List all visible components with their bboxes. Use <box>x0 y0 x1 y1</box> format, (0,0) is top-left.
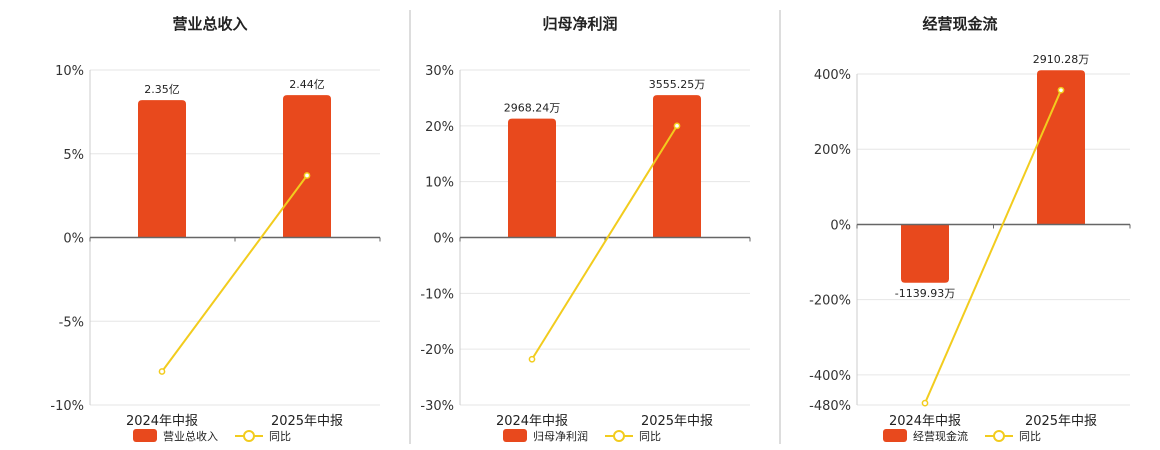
yoy-point <box>673 122 681 130</box>
yoy-point <box>921 399 929 407</box>
x-category-label: 2024年中报 <box>496 414 568 429</box>
legend-line-label: 同比 <box>269 430 291 443</box>
yoy-line <box>924 89 1062 404</box>
y-tick-label: 400% <box>814 68 851 83</box>
y-tick-label: -5% <box>59 315 84 330</box>
legend-bar-label: 经营现金流 <box>913 429 968 443</box>
yoy-point <box>528 355 536 363</box>
legend-line-marker <box>613 430 625 442</box>
legend-line-label: 同比 <box>639 430 661 443</box>
y-tick-label: 20% <box>425 120 454 135</box>
y-tick-label: -10% <box>50 399 84 414</box>
bar-value-label: -1139.93万 <box>895 287 955 300</box>
y-tick-label: -400% <box>809 369 851 384</box>
y-tick-label: 5% <box>63 148 84 163</box>
legend-line-marker <box>993 430 1005 442</box>
bar-value-label: 2.44亿 <box>289 78 325 91</box>
bar-value-label: 2968.24万 <box>504 102 561 115</box>
legend-bar-swatch <box>503 429 527 442</box>
y-tick-label: 0% <box>63 232 84 247</box>
chart-title: 营业总收入 <box>172 15 247 33</box>
y-tick-label: -200% <box>809 294 851 309</box>
y-tick-label: -10% <box>420 287 454 302</box>
y-tick-label: 0% <box>830 218 851 233</box>
bar-value-label: 2.35亿 <box>144 83 180 96</box>
x-category-label: 2024年中报 <box>889 414 961 429</box>
yoy-line <box>161 174 308 373</box>
x-category-label: 2025年中报 <box>271 414 343 429</box>
legend-bar-swatch <box>133 429 157 442</box>
yoy-point <box>158 368 166 375</box>
chart-title: 归母净利润 <box>542 15 617 33</box>
x-category-label: 2025年中报 <box>1025 414 1097 429</box>
yoy-point <box>303 172 311 179</box>
y-tick-label: -30% <box>420 399 454 414</box>
bar <box>1037 70 1085 225</box>
bar <box>653 95 701 238</box>
yoy-line <box>531 125 678 360</box>
bar <box>901 224 949 283</box>
bar-value-label: 2910.28万 <box>1033 53 1090 66</box>
y-tick-label: 10% <box>425 176 454 191</box>
y-tick-label: -20% <box>420 343 454 358</box>
x-category-label: 2024年中报 <box>126 414 198 429</box>
bar <box>138 100 186 238</box>
yoy-point <box>1057 86 1065 94</box>
y-tick-label: 10% <box>55 64 84 79</box>
chart-title: 经营现金流 <box>922 15 997 33</box>
legend-bar-swatch <box>883 429 907 442</box>
bar-value-label: 3555.25万 <box>649 78 706 91</box>
chart-panel-3: 经营现金流 400% 200% 0% -200% -400% -480% -1139.93万 2… <box>809 15 1131 443</box>
legend-bar-label: 归母净利润 <box>533 429 588 443</box>
bar <box>508 118 556 238</box>
y-tick-label: -480% <box>809 399 851 414</box>
x-category-label: 2025年中报 <box>641 414 713 429</box>
y-tick-label: 0% <box>433 232 454 247</box>
legend-line-marker <box>243 430 255 442</box>
legend-line-label: 同比 <box>1019 430 1041 443</box>
chart-panel-2: 归母净利润 30% 20% 10% 0% -10% -20% -30% 2968.24万 3555… <box>420 15 751 443</box>
legend-bar-label: 营业总收入 <box>163 429 218 443</box>
y-tick-label: 30% <box>425 64 454 79</box>
bar <box>283 95 331 238</box>
y-tick-label: 200% <box>814 143 851 158</box>
chart-panel-1: 营业总收入 10% 5% 0% -5% -10% 2.35亿 2.44亿 2024年中报 2025… <box>50 15 381 443</box>
